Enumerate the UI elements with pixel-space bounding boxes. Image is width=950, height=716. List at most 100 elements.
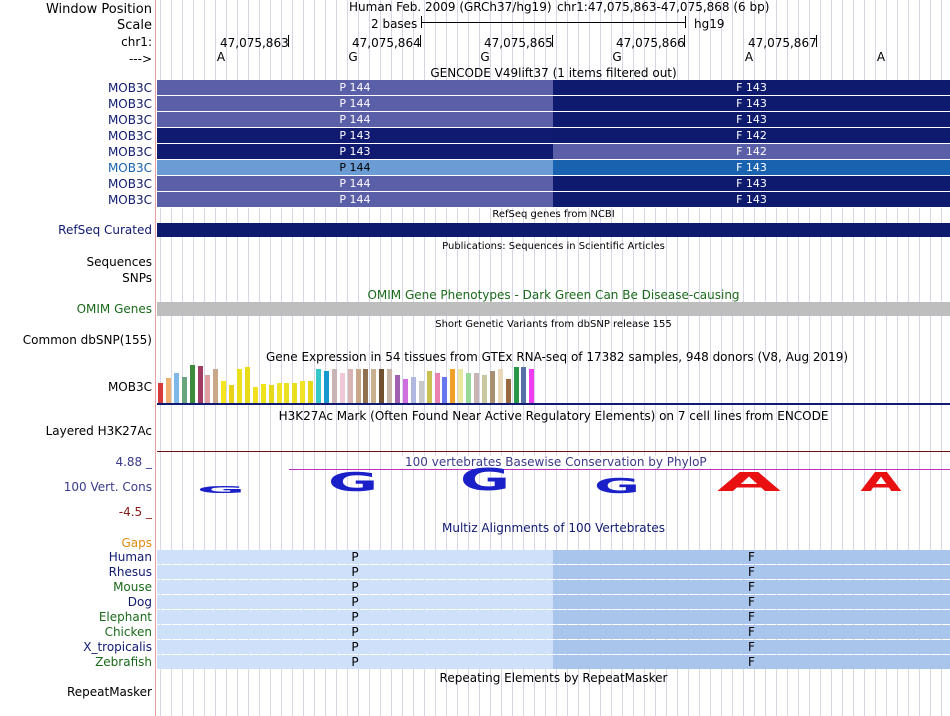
gtex-tissue-bar[interactable] xyxy=(355,369,361,403)
gtex-tissue-bar[interactable] xyxy=(181,377,187,403)
gencode-transcript[interactable]: P 144 F 143 xyxy=(157,96,950,112)
multiz-species-label[interactable]: Elephant xyxy=(98,610,152,624)
gtex-tissue-bar[interactable] xyxy=(379,369,385,403)
gtex-tissue-bar[interactable] xyxy=(450,369,456,403)
gtex-label[interactable]: MOB3C xyxy=(107,380,152,394)
base-letter: A xyxy=(744,50,754,64)
gtex-tissue-bar[interactable] xyxy=(331,369,337,403)
gtex-tissue-bar[interactable] xyxy=(300,381,306,403)
gtex-tissue-bar[interactable] xyxy=(426,371,432,403)
gencode-transcript[interactable]: P 144 F 143 xyxy=(157,176,950,192)
gtex-tissue-bar[interactable] xyxy=(316,369,321,403)
gencode-transcript[interactable]: P 143 F 142 xyxy=(157,144,950,160)
gtex-tissue-bar[interactable] xyxy=(308,381,314,403)
grid-line xyxy=(941,0,942,716)
multiz-species-label[interactable]: Mouse xyxy=(113,580,152,594)
gtex-tissue-bar[interactable] xyxy=(229,385,235,403)
gtex-tissue-bar[interactable] xyxy=(237,369,242,403)
gencode-transcript[interactable]: P 144 F 143 xyxy=(157,160,950,176)
multiz-species-label[interactable]: X_tropicalis xyxy=(83,640,152,654)
base-letter: A xyxy=(876,50,886,64)
grid-line xyxy=(171,0,172,716)
gtex-tissue-bar[interactable] xyxy=(197,366,203,403)
gtex-tissue-bar[interactable] xyxy=(481,375,487,403)
gencode-name[interactable]: MOB3C xyxy=(107,145,152,159)
gtex-tissue-bar[interactable] xyxy=(466,373,472,403)
gencode-name[interactable]: MOB3C xyxy=(107,81,152,95)
gtex-tissue-bar[interactable] xyxy=(371,369,377,403)
gencode-name[interactable]: MOB3C xyxy=(107,193,152,207)
gencode-transcript[interactable]: P 143 F 142 xyxy=(157,128,950,144)
multiz-species-label[interactable]: Chicken xyxy=(104,625,152,639)
sequences-label[interactable]: Sequences xyxy=(86,255,152,269)
gtex-tissue-bar[interactable] xyxy=(165,378,171,403)
gtex-tissue-bar[interactable] xyxy=(213,369,219,403)
gencode-transcript[interactable]: P 144 F 143 xyxy=(157,192,950,208)
gtex-tissue-bar[interactable] xyxy=(505,379,511,403)
position-text[interactable]: chr1:47,075,863-47,075,868 (6 bp) xyxy=(557,0,770,14)
gencode-name[interactable]: MOB3C xyxy=(107,113,152,127)
gtex-tissue-bar[interactable] xyxy=(395,375,400,403)
gtex-tissue-bar[interactable] xyxy=(221,381,227,403)
omim-feature[interactable] xyxy=(157,302,950,316)
gtex-tissue-bar[interactable] xyxy=(173,373,179,403)
gtex-tissue-bar[interactable] xyxy=(323,371,329,403)
gtex-tissue-bar[interactable] xyxy=(458,369,464,403)
gtex-tissue-bar[interactable] xyxy=(189,365,195,403)
repeat-label[interactable]: RepeatMasker xyxy=(66,685,152,699)
gencode-name[interactable]: MOB3C xyxy=(107,129,152,143)
cons-label[interactable]: 100 Vert. Cons xyxy=(63,480,152,494)
gencode-transcript[interactable]: P 144 F 143 xyxy=(157,112,950,128)
gtex-tissue-bar[interactable] xyxy=(418,381,424,403)
gencode-transcript[interactable]: P 144 F 143 xyxy=(157,80,950,96)
gtex-tissue-bar[interactable] xyxy=(402,379,408,403)
gtex-tissue-bar[interactable] xyxy=(489,371,495,403)
gtex-tissue-bar[interactable] xyxy=(387,369,393,403)
gtex-tissue-bar[interactable] xyxy=(284,383,290,403)
multiz-species-label[interactable]: Zebrafish xyxy=(95,655,152,669)
repeat-title: Repeating Elements by RepeatMasker xyxy=(439,671,668,685)
gtex-tissue-bar[interactable] xyxy=(497,369,503,403)
gtex-tissue-bar[interactable] xyxy=(276,383,282,403)
gencode-name[interactable]: MOB3C xyxy=(107,97,152,111)
gtex-tissue-bar[interactable] xyxy=(442,377,448,403)
gtex-tissue-bar[interactable] xyxy=(410,377,416,403)
grid-line xyxy=(523,0,524,716)
gtex-tissue-bar[interactable] xyxy=(434,373,440,403)
gtex-tissue-bar[interactable] xyxy=(260,384,266,403)
gtex-tissue-bar[interactable] xyxy=(252,387,258,403)
h3k27ac-label[interactable]: Layered H3K27Ac xyxy=(45,424,152,438)
gtex-tissue-bar[interactable] xyxy=(268,385,274,403)
gtex-tissue-bar[interactable] xyxy=(205,375,211,403)
gtex-tissue-bar[interactable] xyxy=(347,369,353,403)
gtex-tissue-bar[interactable] xyxy=(158,383,163,403)
gtex-tissue-bar[interactable] xyxy=(513,367,519,403)
refseq-feature[interactable] xyxy=(157,223,950,237)
gtex-tissue-bar[interactable] xyxy=(244,367,250,403)
dbsnp-label[interactable]: Common dbSNP(155) xyxy=(22,333,152,347)
gtex-tissue-bar[interactable] xyxy=(521,367,527,403)
multiz-species-label[interactable]: Dog xyxy=(127,595,152,609)
gencode-name[interactable]: MOB3C xyxy=(107,177,152,191)
gtex-bar-chart[interactable] xyxy=(157,365,950,403)
gtex-tissue-bar[interactable] xyxy=(339,373,345,403)
omim-label[interactable]: OMIM Genes xyxy=(76,302,152,316)
gencode-name[interactable]: MOB3C xyxy=(107,161,152,175)
refseq-label[interactable]: RefSeq Curated xyxy=(58,223,152,237)
multiz-species-label[interactable]: Rhesus xyxy=(108,565,152,579)
gtex-tissue-bar[interactable] xyxy=(529,369,535,403)
snps-label[interactable]: SNPs xyxy=(122,271,152,285)
gtex-tissue-bar[interactable] xyxy=(292,383,298,403)
multiz-species-label[interactable]: Human xyxy=(108,550,152,564)
gtex-tissue-bar[interactable] xyxy=(363,369,369,403)
gtex-tissue-bar[interactable] xyxy=(474,373,479,403)
grid-line xyxy=(897,0,898,716)
